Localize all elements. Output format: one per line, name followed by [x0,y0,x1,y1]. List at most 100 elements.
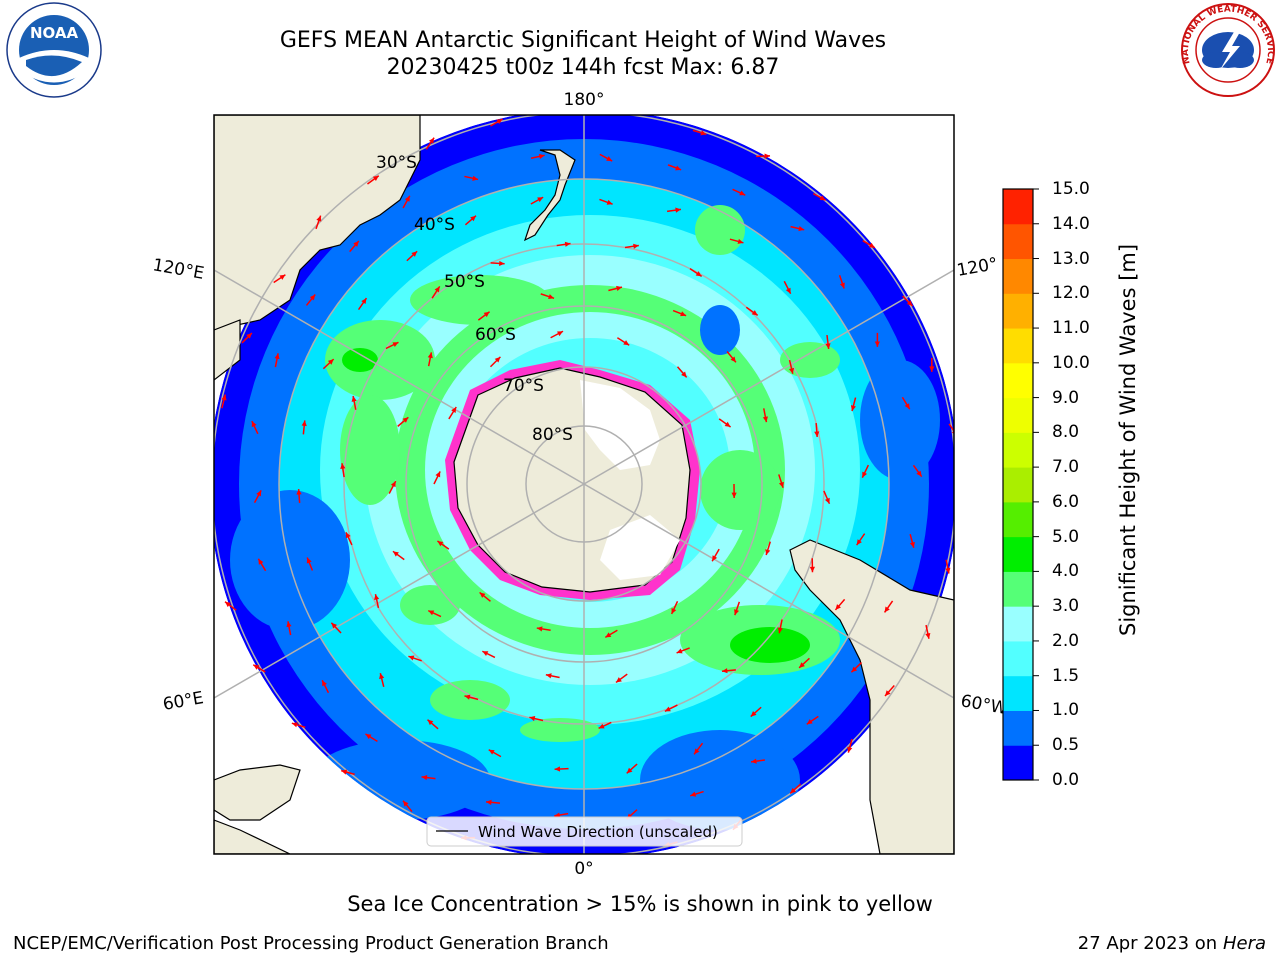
wave-direction-arrowhead [694,748,700,755]
wave-direction-arrow [948,423,954,433]
wave-direction-arrowhead [437,540,444,547]
wave-direction-arrowhead [361,298,367,305]
sea-ice-note: Sea Ice Concentration > 15% is shown in … [347,892,933,916]
wave-direction-arrowhead [274,353,280,360]
wave-direction-arrowhead [291,722,298,728]
colorbar-segment [1003,640,1033,677]
wave-direction-arrowhead [814,431,820,438]
wave-direction-arrowhead [806,719,813,725]
colorbar-segment [1003,745,1033,781]
wave-direction-arrowhead [671,607,677,614]
lon-label-0: 0° [574,859,593,879]
colorbar-tick-label: 3.0 [1052,596,1080,617]
wave-direction-arrowhead [675,207,681,213]
lon-label-120e: 120°E [151,255,205,284]
colorbar-tick-label: 12.0 [1052,283,1090,304]
wave-direction-arrowhead [824,497,830,504]
wave-direction-arrowhead [785,287,791,294]
wave-direction-arrowhead [435,471,441,478]
wave-direction-arrowhead [428,137,435,144]
wave-direction-arrowhead [494,356,501,363]
noaa-logo-text: NOAA [30,24,79,42]
wave-direction-arrowhead [351,396,357,402]
wave-direction-arrowhead [353,241,359,247]
wave-direction-arrowhead [615,677,622,683]
wave-direction-arrowhead [557,331,564,337]
colorbar-label: Significant Height of Wind Waves [m] [1116,243,1140,636]
wave-direction-arrowhead [327,359,334,365]
wave-direction-arrowhead [925,632,931,639]
wave-direction-arrowhead [482,651,489,656]
wave-direction-arrowhead [341,769,348,775]
wave-direction-arrowhead [479,592,486,598]
colorbar-segment [1003,675,1033,711]
wave-direction-arrowhead [408,655,415,661]
chart-title: GEFS MEAN Antarctic Significant Height o… [279,28,887,53]
wave-direction-arrowhead [537,197,544,203]
colorbar-segment [1003,362,1033,399]
wave-direction-arrowhead [486,799,492,805]
wave-direction-arrowhead [286,621,292,628]
wave-direction-arrowhead [739,190,746,196]
wave-direction-arrowhead [851,666,858,673]
lat-label-60s: 60°S [475,325,516,345]
wave-direction-arrowhead [751,758,757,764]
colorbar-tick-label: 5.0 [1052,526,1080,547]
wave-direction-arrowhead [390,481,396,488]
wave-direction-arrowhead [751,310,758,316]
colorbar-tick-label: 14.0 [1052,213,1090,234]
machine-name: Hera [1222,933,1266,954]
wave-direction-arrowhead [856,539,862,546]
wave-direction-arrowhead [606,156,613,162]
colorbar-tick-label: 0.0 [1052,770,1080,790]
wave-direction-arrowhead [874,341,880,347]
land-masses [214,115,954,854]
wave-direction-arrowhead [411,251,418,257]
wave-direction-arrowhead [695,271,702,277]
colorbar-tick-label: 4.0 [1052,561,1080,582]
wave-direction-arrowhead [847,746,853,753]
wave-direction-arrowhead [345,532,351,539]
lon-label-60e: 60°E [161,688,205,715]
wave-direction-arrowhead [279,274,286,280]
wave-direction-arrowhead [554,812,561,818]
wave-direction-arrowhead [496,119,503,125]
graticule [214,115,954,854]
wave-direction-arrowhead [545,673,552,679]
wave-direction-arrowhead [835,604,841,610]
wave-direction-arrowhead [909,541,915,548]
wave-direction-arrowhead [906,300,913,307]
map-frame [213,114,955,855]
wave-direction-arrowhead [819,195,826,201]
nws-logo: NATIONAL WEATHER SERVICE [1178,0,1278,100]
colorbar-tick-label: 10.0 [1052,352,1090,373]
wave-direction-arrowhead [790,787,796,794]
wave-direction-arrowhead [734,609,740,616]
wave-direction-arrowhead [809,566,815,573]
wave-direction-arrowhead [428,610,435,616]
colorbar-segment [1003,571,1033,607]
date-text: 27 Apr 2023 on [1077,933,1223,954]
colorbar-segment [1003,467,1033,503]
wave-direction-arrowhead [221,394,227,401]
wave-direction-arrowhead [472,175,479,181]
wave-direction-arrowhead [464,694,471,700]
wave-direction-arrowhead [427,719,434,726]
wave-direction-arrowhead [737,238,744,244]
wave-direction-arrowhead [676,648,683,654]
colorbar-segment [1003,606,1033,642]
lon-label-180: 180° [564,90,605,110]
wave-direction-arrowhead [750,711,757,717]
colorbar-tick-label: 1.0 [1052,700,1080,721]
lat-label-80s: 80°S [532,425,573,445]
colorbar-segment [1003,501,1033,538]
noaa-logo: NOAA [4,0,104,100]
wave-direction-arrowhead [799,662,805,668]
wave-direction-arrowhead [731,492,737,498]
wave-direction-arrowhead [483,311,490,318]
wave-direction-arrowhead [402,417,409,423]
wave-direction-arrowhead [690,791,697,797]
wave-direction-arrowhead [536,626,543,632]
colorbar-border [1002,188,1034,781]
colorbar [1002,188,1039,781]
